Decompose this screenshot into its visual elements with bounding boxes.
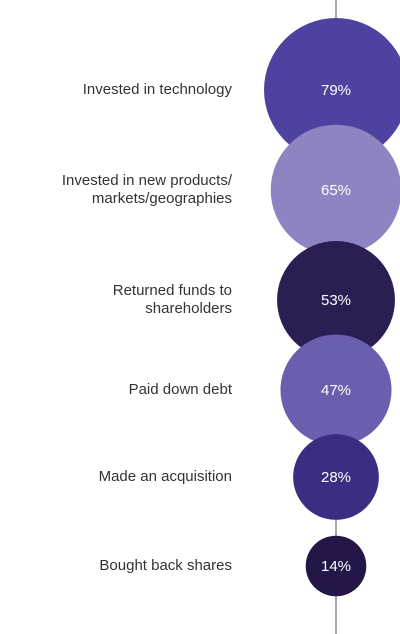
category-label: Returned funds to shareholders <box>112 282 232 317</box>
data-label: 79% <box>321 82 351 99</box>
category-label: Bought back shares <box>99 557 232 574</box>
category-label: Invested in technology <box>82 81 232 98</box>
bubble <box>305 535 367 597</box>
data-label: 53% <box>321 292 351 309</box>
bubble <box>264 18 400 162</box>
data-label: 47% <box>321 382 351 399</box>
data-label: 28% <box>321 469 351 486</box>
bubble <box>280 334 392 446</box>
bubble <box>277 241 395 359</box>
category-label: Made an acquisition <box>98 468 232 485</box>
data-label: 65% <box>321 182 351 199</box>
category-label: Invested in new products/ markets/geogra… <box>61 172 232 207</box>
category-label: Paid down debt <box>128 381 232 398</box>
bubble <box>270 124 400 256</box>
bubble <box>293 434 379 520</box>
data-label: 14% <box>321 558 351 575</box>
